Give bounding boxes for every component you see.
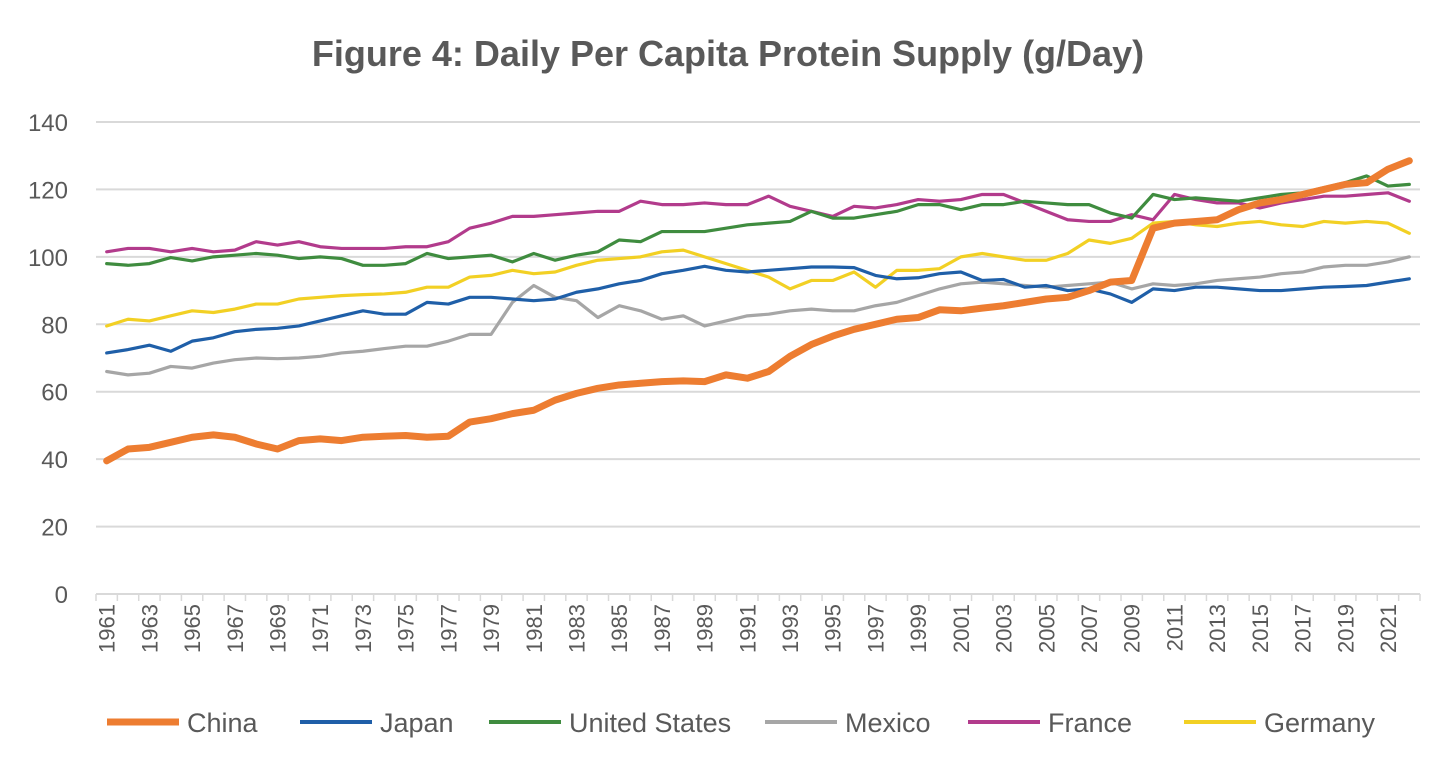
x-tick-label: 2019 bbox=[1333, 604, 1358, 653]
y-tick-label: 140 bbox=[28, 110, 68, 137]
x-tick-label: 1997 bbox=[863, 604, 888, 653]
x-axis-ticks: 1961 1963 1965 1967 1969 1971 1973 1975 1977 1979… bbox=[95, 594, 1421, 653]
x-tick-label: 2021 bbox=[1376, 604, 1401, 653]
legend-label-germany: Germany bbox=[1264, 708, 1376, 738]
x-tick-label: 2011 bbox=[1162, 604, 1187, 651]
x-tick-label: 1979 bbox=[479, 604, 504, 653]
x-tick-label: 1991 bbox=[735, 604, 760, 653]
y-axis-ticks: 0 20 40 60 80 100 120 140 bbox=[28, 110, 68, 609]
y-tick-label: 80 bbox=[41, 312, 68, 339]
legend-label-france: France bbox=[1048, 708, 1132, 738]
y-tick-label: 40 bbox=[41, 447, 68, 474]
y-tick-label: 0 bbox=[55, 582, 68, 609]
x-tick-label: 1975 bbox=[394, 604, 419, 653]
legend-label-united-states: United States bbox=[569, 708, 731, 738]
series-line-united-states bbox=[105, 174, 1411, 267]
x-tick-label: 2015 bbox=[1248, 604, 1273, 653]
legend-label-china: China bbox=[187, 708, 259, 738]
legend-label-mexico: Mexico bbox=[845, 708, 931, 738]
x-tick-label: 2013 bbox=[1205, 604, 1230, 653]
series-line-japan bbox=[105, 264, 1411, 355]
series-line-germany bbox=[105, 219, 1411, 328]
x-tick-label: 2007 bbox=[1077, 604, 1102, 653]
series-line-mexico bbox=[105, 255, 1411, 377]
legend: China Japan United States Mexico France Germa… bbox=[107, 708, 1376, 738]
x-tick-label: 2003 bbox=[992, 604, 1017, 653]
x-tick-label: 1963 bbox=[137, 604, 162, 653]
x-tick-label: 1977 bbox=[436, 604, 461, 653]
x-tick-label: 1993 bbox=[778, 604, 803, 653]
x-tick-label: 1995 bbox=[821, 604, 846, 653]
x-tick-label: 1967 bbox=[223, 604, 248, 653]
x-tick-label: 2005 bbox=[1034, 604, 1059, 653]
x-tick-label: 1989 bbox=[693, 604, 718, 653]
y-tick-label: 60 bbox=[41, 380, 68, 407]
y-tick-label: 20 bbox=[41, 515, 68, 542]
x-tick-label: 1987 bbox=[650, 604, 675, 653]
legend-label-japan: Japan bbox=[380, 708, 454, 738]
chart-title: Figure 4: Daily Per Capita Protein Suppl… bbox=[312, 33, 1144, 74]
x-tick-label: 1981 bbox=[522, 604, 547, 653]
x-tick-label: 1999 bbox=[906, 604, 931, 653]
x-tick-label: 2017 bbox=[1291, 604, 1316, 653]
x-tick-label: 1985 bbox=[607, 604, 632, 653]
x-tick-label: 1983 bbox=[564, 604, 589, 653]
x-tick-label: 2009 bbox=[1120, 604, 1145, 653]
y-tick-label: 100 bbox=[28, 245, 68, 272]
series-lines bbox=[103, 157, 1413, 465]
x-tick-label: 1971 bbox=[308, 604, 333, 653]
x-tick-label: 2001 bbox=[949, 604, 974, 653]
x-tick-label: 1973 bbox=[351, 604, 376, 653]
x-tick-label: 1961 bbox=[95, 604, 120, 653]
series-line-china bbox=[103, 157, 1413, 465]
x-tick-label: 1965 bbox=[180, 604, 205, 653]
y-tick-label: 120 bbox=[28, 177, 68, 204]
x-tick-label: 1969 bbox=[266, 604, 291, 653]
